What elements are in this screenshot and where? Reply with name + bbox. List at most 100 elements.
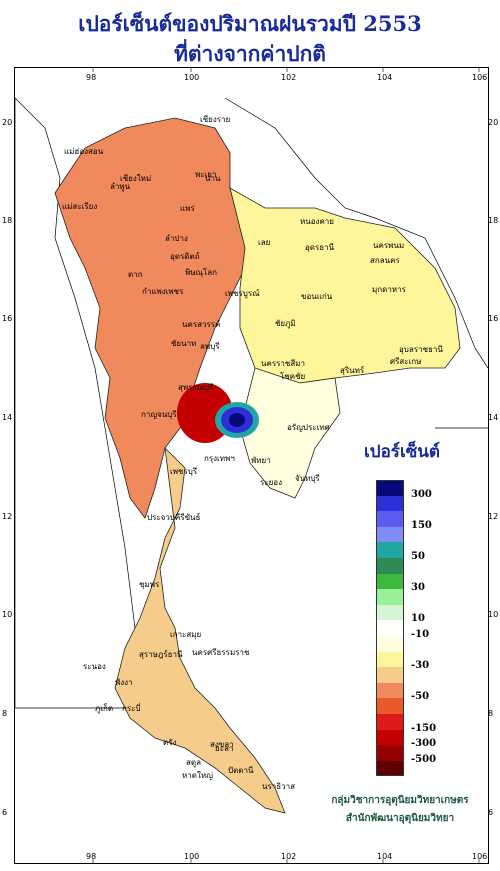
x-tick-top: 98 [86, 73, 97, 82]
x-tick-top: 102 [281, 73, 297, 82]
map-title-line2: ที่ต่างจากค่าปกติ [174, 41, 326, 66]
legend-swatch [376, 620, 404, 636]
legend-label: -300 [411, 738, 437, 750]
place-label: ลำพูน [110, 182, 131, 191]
place-label: สุรินทร์ [340, 366, 365, 375]
place-label: มุกดาหาร [372, 285, 406, 294]
region-east [239, 367, 341, 499]
legend-swatch [376, 698, 404, 714]
legend-label: -30 [411, 660, 430, 672]
place-label: โชคชัย [280, 372, 306, 381]
legend-swatch [376, 651, 404, 668]
place-label: เพชรบูรณ์ [225, 289, 260, 298]
y-tick-right: 12 [488, 512, 499, 521]
place-label: ลพบุรี [200, 342, 220, 351]
place-label: ชัยนาท [171, 339, 197, 348]
legend-label: 50 [411, 551, 425, 562]
place-label: ศรีสะเกษ [390, 357, 422, 366]
y-tick-left: 8 [2, 709, 8, 718]
legend-swatch [376, 573, 404, 590]
y-tick-right: 18 [488, 216, 499, 225]
legend-label: 30 [411, 582, 425, 594]
credit-line2: สำนักพัฒนาอุตุนิยมวิทยา [345, 813, 455, 824]
place-label: ประจวบคีรีขันธ์ [147, 513, 201, 522]
place-label: สุราษฎร์ธานี [139, 650, 183, 659]
y-tick-right: 10 [488, 610, 499, 619]
y-tick-right: 6 [488, 808, 494, 817]
x-tick-bottom: 104 [377, 852, 393, 861]
place-label: สงขลา [210, 740, 234, 749]
legend-swatch [376, 589, 404, 605]
place-label: อุบลราชธานี [399, 345, 443, 354]
place-label: อุดรธานี [305, 243, 335, 252]
legend-swatch [376, 636, 404, 652]
place-label: พัทยา [251, 456, 271, 465]
place-label: พิษณุโลก [185, 268, 218, 277]
place-label: สกลนคร [370, 256, 400, 265]
y-tick-left: 18 [2, 216, 13, 225]
place-label: ระนอง [83, 662, 106, 671]
region-south [114, 446, 286, 814]
y-tick-right: 16 [488, 314, 499, 323]
place-label: ตาก [128, 270, 143, 279]
legend-label: 150 [411, 519, 432, 531]
place-label: อุตรดิตถ์ [170, 252, 200, 261]
legend-swatch [376, 729, 404, 746]
legend-swatch [376, 604, 404, 621]
legend-label: -500 [411, 753, 437, 765]
legend-label: 10 [411, 613, 425, 625]
place-label: เกาะสมุย [170, 630, 202, 639]
legend-label: -50 [411, 691, 430, 703]
y-tick-left: 12 [2, 512, 13, 521]
place-label: กาญจนบุรี [141, 410, 177, 419]
place-label: แม่สะเรียง [62, 202, 98, 211]
x-tick-bottom: 106 [472, 852, 488, 861]
place-label: น่าน [205, 174, 221, 183]
legend-label: 300 [411, 488, 432, 500]
place-label: ภูเก็ต [95, 704, 114, 713]
place-label: ยะลา [215, 744, 234, 753]
x-tick-top: 106 [472, 73, 488, 82]
place-label: หนองคาย [300, 217, 334, 226]
place-label: กำแพงเพชร [142, 287, 184, 296]
laos-outline [224, 97, 488, 369]
rainfall-map [15, 68, 488, 863]
legend-swatch [376, 714, 404, 730]
legend-swatch [376, 667, 404, 683]
place-label: หาดใหญ่ [182, 771, 213, 780]
legend-title: เปอร์เซ็นต์ [364, 442, 440, 462]
place-label: สตูล [186, 758, 201, 767]
place-label: สุพรรณบุรี [178, 383, 214, 392]
graticule-ticks [92, 68, 480, 863]
place-label: พะเยา [195, 170, 217, 179]
map-frame [14, 67, 489, 864]
legend-swatch [376, 480, 404, 496]
x-tick-top: 104 [377, 73, 393, 82]
x-tick-bottom: 100 [184, 852, 200, 861]
place-label: พังงา [115, 678, 133, 687]
place-label: นครศรีธรรมราช [192, 648, 250, 657]
legend-swatch [376, 542, 404, 558]
place-label: ชัยภูมิ [275, 319, 296, 328]
legend-label: -10 [411, 629, 430, 640]
legend-swatch [376, 526, 404, 543]
y-tick-left: 20 [2, 118, 13, 127]
map-title-line1: เปอร์เซ็นต์ของปริมาณฝนรวมปี 2553 [78, 11, 422, 36]
legend-swatch [376, 558, 404, 574]
place-label: นครสวรรค์ [182, 320, 221, 329]
place-label: ตรัง [163, 738, 177, 747]
place-label: ขอนแก่น [301, 292, 333, 301]
legend-swatch [376, 760, 404, 777]
region-northeast [229, 187, 461, 389]
place-label: ลำปาง [165, 234, 188, 243]
place-label: กระบี่ [122, 704, 141, 713]
place-label: จันทบุรี [295, 474, 320, 483]
y-tick-left: 16 [2, 314, 13, 323]
legend-label: -150 [411, 722, 437, 734]
y-tick-left: 14 [2, 413, 13, 422]
place-label: ชุมพร [139, 580, 160, 589]
place-label: เลย [258, 238, 271, 247]
place-label: เชียงราย [200, 115, 231, 124]
surplus-peak [229, 413, 245, 427]
legend-swatch [376, 495, 404, 512]
